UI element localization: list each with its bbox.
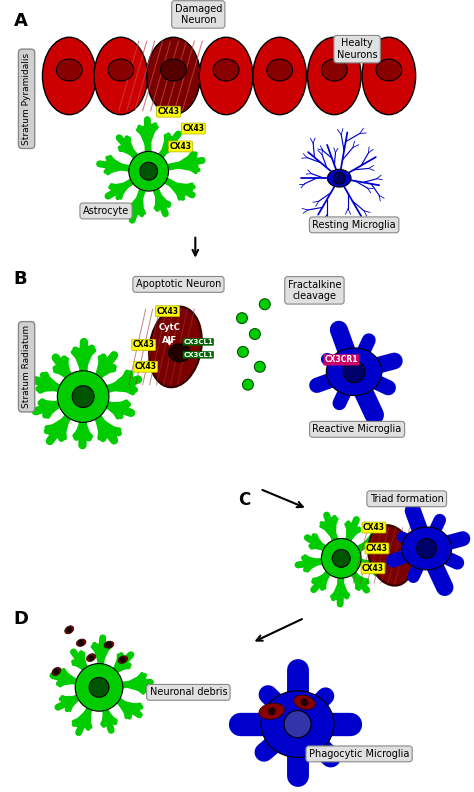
Ellipse shape xyxy=(199,37,253,115)
Text: AIF: AIF xyxy=(162,337,177,345)
Text: Resting Microglia: Resting Microglia xyxy=(312,220,396,230)
Text: Stratum Radiatum: Stratum Radiatum xyxy=(22,326,31,409)
Text: CX43: CX43 xyxy=(362,564,384,573)
Ellipse shape xyxy=(75,664,123,711)
Ellipse shape xyxy=(213,59,239,81)
Ellipse shape xyxy=(259,703,284,719)
Circle shape xyxy=(259,299,270,310)
Text: Apoptotic Neuron: Apoptotic Neuron xyxy=(136,280,221,289)
Ellipse shape xyxy=(332,550,350,567)
Ellipse shape xyxy=(253,37,307,115)
Ellipse shape xyxy=(78,640,84,645)
Text: CX43: CX43 xyxy=(366,544,388,553)
Ellipse shape xyxy=(321,59,347,81)
Text: CX43: CX43 xyxy=(156,307,179,316)
Ellipse shape xyxy=(417,539,437,558)
Text: A: A xyxy=(14,13,27,30)
Ellipse shape xyxy=(104,641,114,649)
Ellipse shape xyxy=(76,639,86,646)
Text: Phagocytic Microglia: Phagocytic Microglia xyxy=(309,749,409,759)
Ellipse shape xyxy=(65,626,74,634)
Ellipse shape xyxy=(149,307,202,387)
Ellipse shape xyxy=(321,539,361,578)
Ellipse shape xyxy=(86,653,96,661)
Ellipse shape xyxy=(106,642,112,648)
Ellipse shape xyxy=(72,386,94,407)
Ellipse shape xyxy=(284,710,311,737)
Ellipse shape xyxy=(56,59,82,81)
Ellipse shape xyxy=(52,668,61,676)
Ellipse shape xyxy=(368,525,413,585)
Ellipse shape xyxy=(57,371,109,422)
Text: B: B xyxy=(14,271,27,288)
Circle shape xyxy=(255,361,265,372)
Text: CX3CL1: CX3CL1 xyxy=(183,352,213,358)
Ellipse shape xyxy=(43,37,96,115)
Ellipse shape xyxy=(118,656,128,664)
Ellipse shape xyxy=(146,37,201,115)
Ellipse shape xyxy=(326,348,382,395)
Ellipse shape xyxy=(261,691,334,757)
Circle shape xyxy=(243,379,254,390)
Text: CX43: CX43 xyxy=(363,523,385,532)
Ellipse shape xyxy=(376,59,402,81)
Ellipse shape xyxy=(418,539,436,558)
Ellipse shape xyxy=(120,657,126,663)
Text: Triad formation: Triad formation xyxy=(370,493,444,504)
Text: CX3CR1: CX3CR1 xyxy=(325,356,358,364)
Text: CX3CL1: CX3CL1 xyxy=(183,339,213,345)
Circle shape xyxy=(237,313,247,324)
Circle shape xyxy=(249,329,260,340)
Text: Fractalkine
cleavage: Fractalkine cleavage xyxy=(288,280,341,301)
Ellipse shape xyxy=(94,37,148,115)
Text: Neuronal debris: Neuronal debris xyxy=(150,687,227,697)
Text: CytC: CytC xyxy=(159,322,181,332)
Ellipse shape xyxy=(169,344,191,362)
Ellipse shape xyxy=(89,677,109,697)
Ellipse shape xyxy=(66,626,72,633)
Ellipse shape xyxy=(268,707,276,715)
Ellipse shape xyxy=(333,173,345,184)
Text: Stratum Pyramidalis: Stratum Pyramidalis xyxy=(22,53,31,145)
Text: Healty
Neurons: Healty Neurons xyxy=(337,38,377,60)
Ellipse shape xyxy=(328,169,351,187)
Text: C: C xyxy=(238,491,250,508)
Ellipse shape xyxy=(294,695,315,710)
Text: CX43: CX43 xyxy=(133,341,155,349)
Ellipse shape xyxy=(343,361,365,383)
Text: CX43: CX43 xyxy=(157,107,180,116)
Ellipse shape xyxy=(308,37,361,115)
Ellipse shape xyxy=(161,59,186,81)
Ellipse shape xyxy=(362,37,416,115)
Ellipse shape xyxy=(401,527,452,570)
Ellipse shape xyxy=(108,59,134,81)
Text: D: D xyxy=(14,610,28,628)
Text: CX43: CX43 xyxy=(169,142,191,151)
Ellipse shape xyxy=(267,59,292,81)
Circle shape xyxy=(237,346,248,357)
Text: CX43: CX43 xyxy=(135,362,157,371)
Text: Astrocyte: Astrocyte xyxy=(83,206,129,216)
Text: CX43: CX43 xyxy=(182,124,204,133)
Text: Reactive Microglia: Reactive Microglia xyxy=(312,425,402,434)
Ellipse shape xyxy=(88,655,94,661)
Ellipse shape xyxy=(140,162,157,180)
Ellipse shape xyxy=(54,668,59,675)
Ellipse shape xyxy=(301,699,309,706)
Ellipse shape xyxy=(129,151,169,191)
Text: Damaged
Neuron: Damaged Neuron xyxy=(174,4,222,25)
